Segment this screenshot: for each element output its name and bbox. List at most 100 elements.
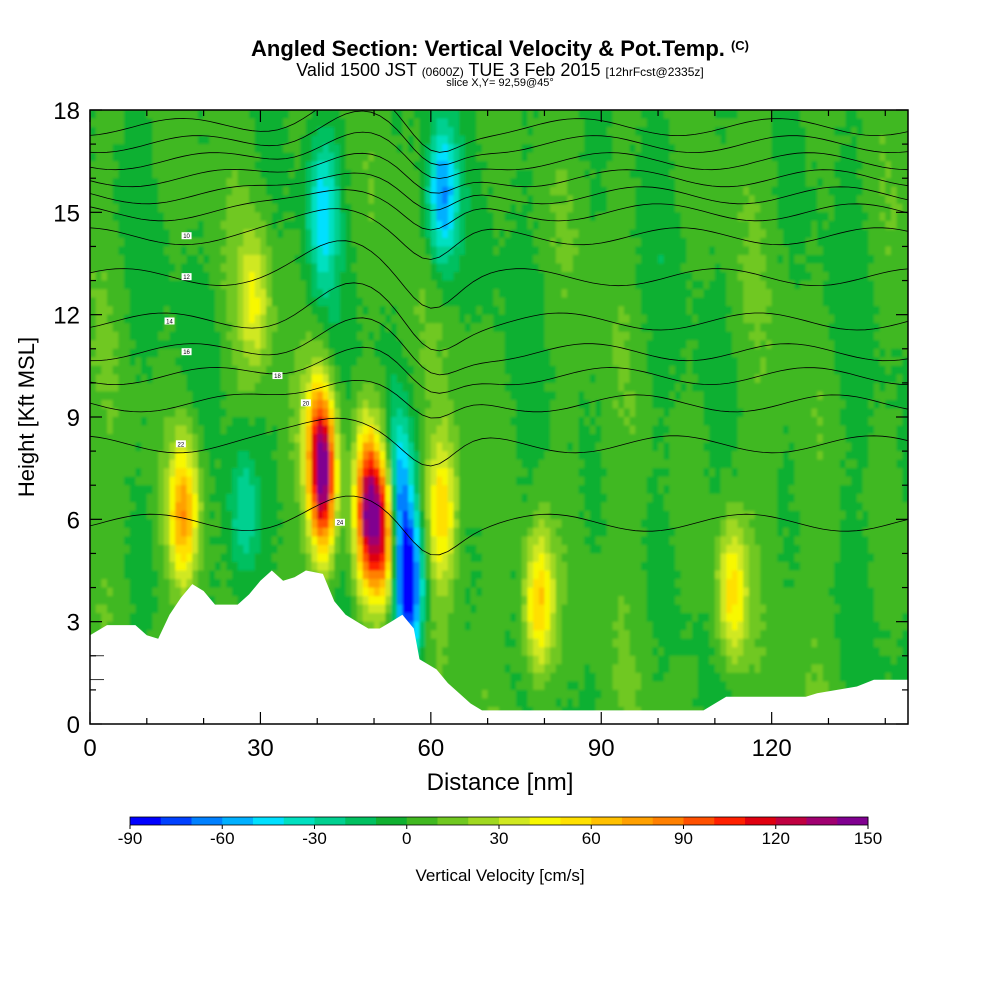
field-cell xyxy=(652,365,659,375)
field-cell xyxy=(618,195,625,205)
field-cell xyxy=(828,135,835,145)
field-cell xyxy=(805,229,813,239)
field-cell xyxy=(743,382,750,393)
field-cell xyxy=(124,348,131,358)
field-cell xyxy=(572,399,580,410)
field-cell xyxy=(550,161,557,171)
field-cell xyxy=(851,289,858,299)
field-cell xyxy=(158,127,165,137)
field-cell xyxy=(209,203,216,213)
field-cell xyxy=(385,289,392,299)
field-cell xyxy=(527,152,534,162)
field-cell xyxy=(470,391,477,401)
field-cell xyxy=(663,331,671,341)
field-cell xyxy=(374,348,381,358)
field-cell xyxy=(447,246,455,256)
field-cell xyxy=(226,135,233,145)
field-cell xyxy=(748,314,756,324)
field-cell xyxy=(283,340,290,350)
field-cell xyxy=(419,178,426,188)
field-cell xyxy=(226,314,233,324)
field-cell xyxy=(879,272,886,282)
field-cell xyxy=(777,237,784,248)
field-cell xyxy=(595,127,602,137)
field-cell xyxy=(470,272,477,282)
field-cell xyxy=(186,297,193,307)
field-cell xyxy=(447,118,455,128)
field-cell xyxy=(873,306,881,316)
field-cell xyxy=(476,280,483,290)
field-cell xyxy=(214,178,222,188)
field-cell xyxy=(510,246,517,256)
field-cell xyxy=(129,348,137,358)
field-cell xyxy=(828,314,835,324)
field-cell xyxy=(192,263,199,273)
field-cell xyxy=(351,127,358,137)
field-cell xyxy=(141,118,148,128)
field-cell xyxy=(606,127,614,137)
field-cell xyxy=(499,186,506,196)
field-cell xyxy=(879,306,886,316)
field-cell xyxy=(686,306,693,316)
field-cell xyxy=(476,118,483,128)
field-cell xyxy=(760,110,767,120)
field-cell xyxy=(271,135,279,145)
field-cell xyxy=(697,331,705,341)
field-cell xyxy=(851,118,858,128)
field-cell xyxy=(226,323,233,333)
field-cell xyxy=(839,118,847,128)
field-cell xyxy=(203,323,210,333)
field-cell xyxy=(765,118,773,128)
field-cell xyxy=(129,229,137,239)
field-cell xyxy=(720,382,727,393)
field-cell xyxy=(504,161,511,171)
field-cell xyxy=(550,110,557,120)
field-cell xyxy=(419,229,426,239)
field-cell xyxy=(595,195,602,205)
field-cell xyxy=(629,382,636,393)
field-cell xyxy=(817,297,824,307)
field-cell xyxy=(629,229,636,239)
field-cell xyxy=(260,263,267,273)
field-cell xyxy=(459,391,466,401)
field-cell xyxy=(220,237,227,248)
field-cell xyxy=(868,365,875,375)
field-cell xyxy=(175,331,182,341)
field-cell xyxy=(550,272,557,282)
field-cell xyxy=(90,161,97,171)
field-cell xyxy=(737,110,744,120)
field-cell xyxy=(124,289,131,299)
field-cell xyxy=(197,144,205,154)
field-cell xyxy=(834,280,841,290)
field-cell xyxy=(243,254,250,265)
field-cell xyxy=(197,340,205,350)
field-cell xyxy=(379,229,386,239)
field-cell xyxy=(232,144,239,154)
field-cell xyxy=(754,195,761,205)
field-cell xyxy=(726,357,733,367)
field-cell xyxy=(476,306,483,316)
field-cell xyxy=(601,357,608,367)
field-cell xyxy=(470,365,477,375)
field-cell xyxy=(317,152,324,162)
field-cell xyxy=(396,144,404,154)
field-cell xyxy=(266,297,273,307)
field-cell xyxy=(589,272,597,282)
field-cell xyxy=(470,323,477,333)
field-cell xyxy=(885,127,892,137)
field-cell xyxy=(254,152,262,162)
field-cell xyxy=(743,229,750,239)
field-cell xyxy=(379,237,386,248)
field-cell xyxy=(192,144,199,154)
field-cell xyxy=(567,348,574,358)
field-cell xyxy=(510,297,517,307)
field-cell xyxy=(368,272,375,282)
field-cell xyxy=(527,212,534,222)
field-cell xyxy=(436,127,443,137)
field-cell xyxy=(748,203,756,213)
field-cell xyxy=(561,340,568,350)
field-cell xyxy=(868,331,875,341)
field-cell xyxy=(294,391,301,401)
field-cell xyxy=(709,340,716,350)
field-cell xyxy=(788,118,795,128)
